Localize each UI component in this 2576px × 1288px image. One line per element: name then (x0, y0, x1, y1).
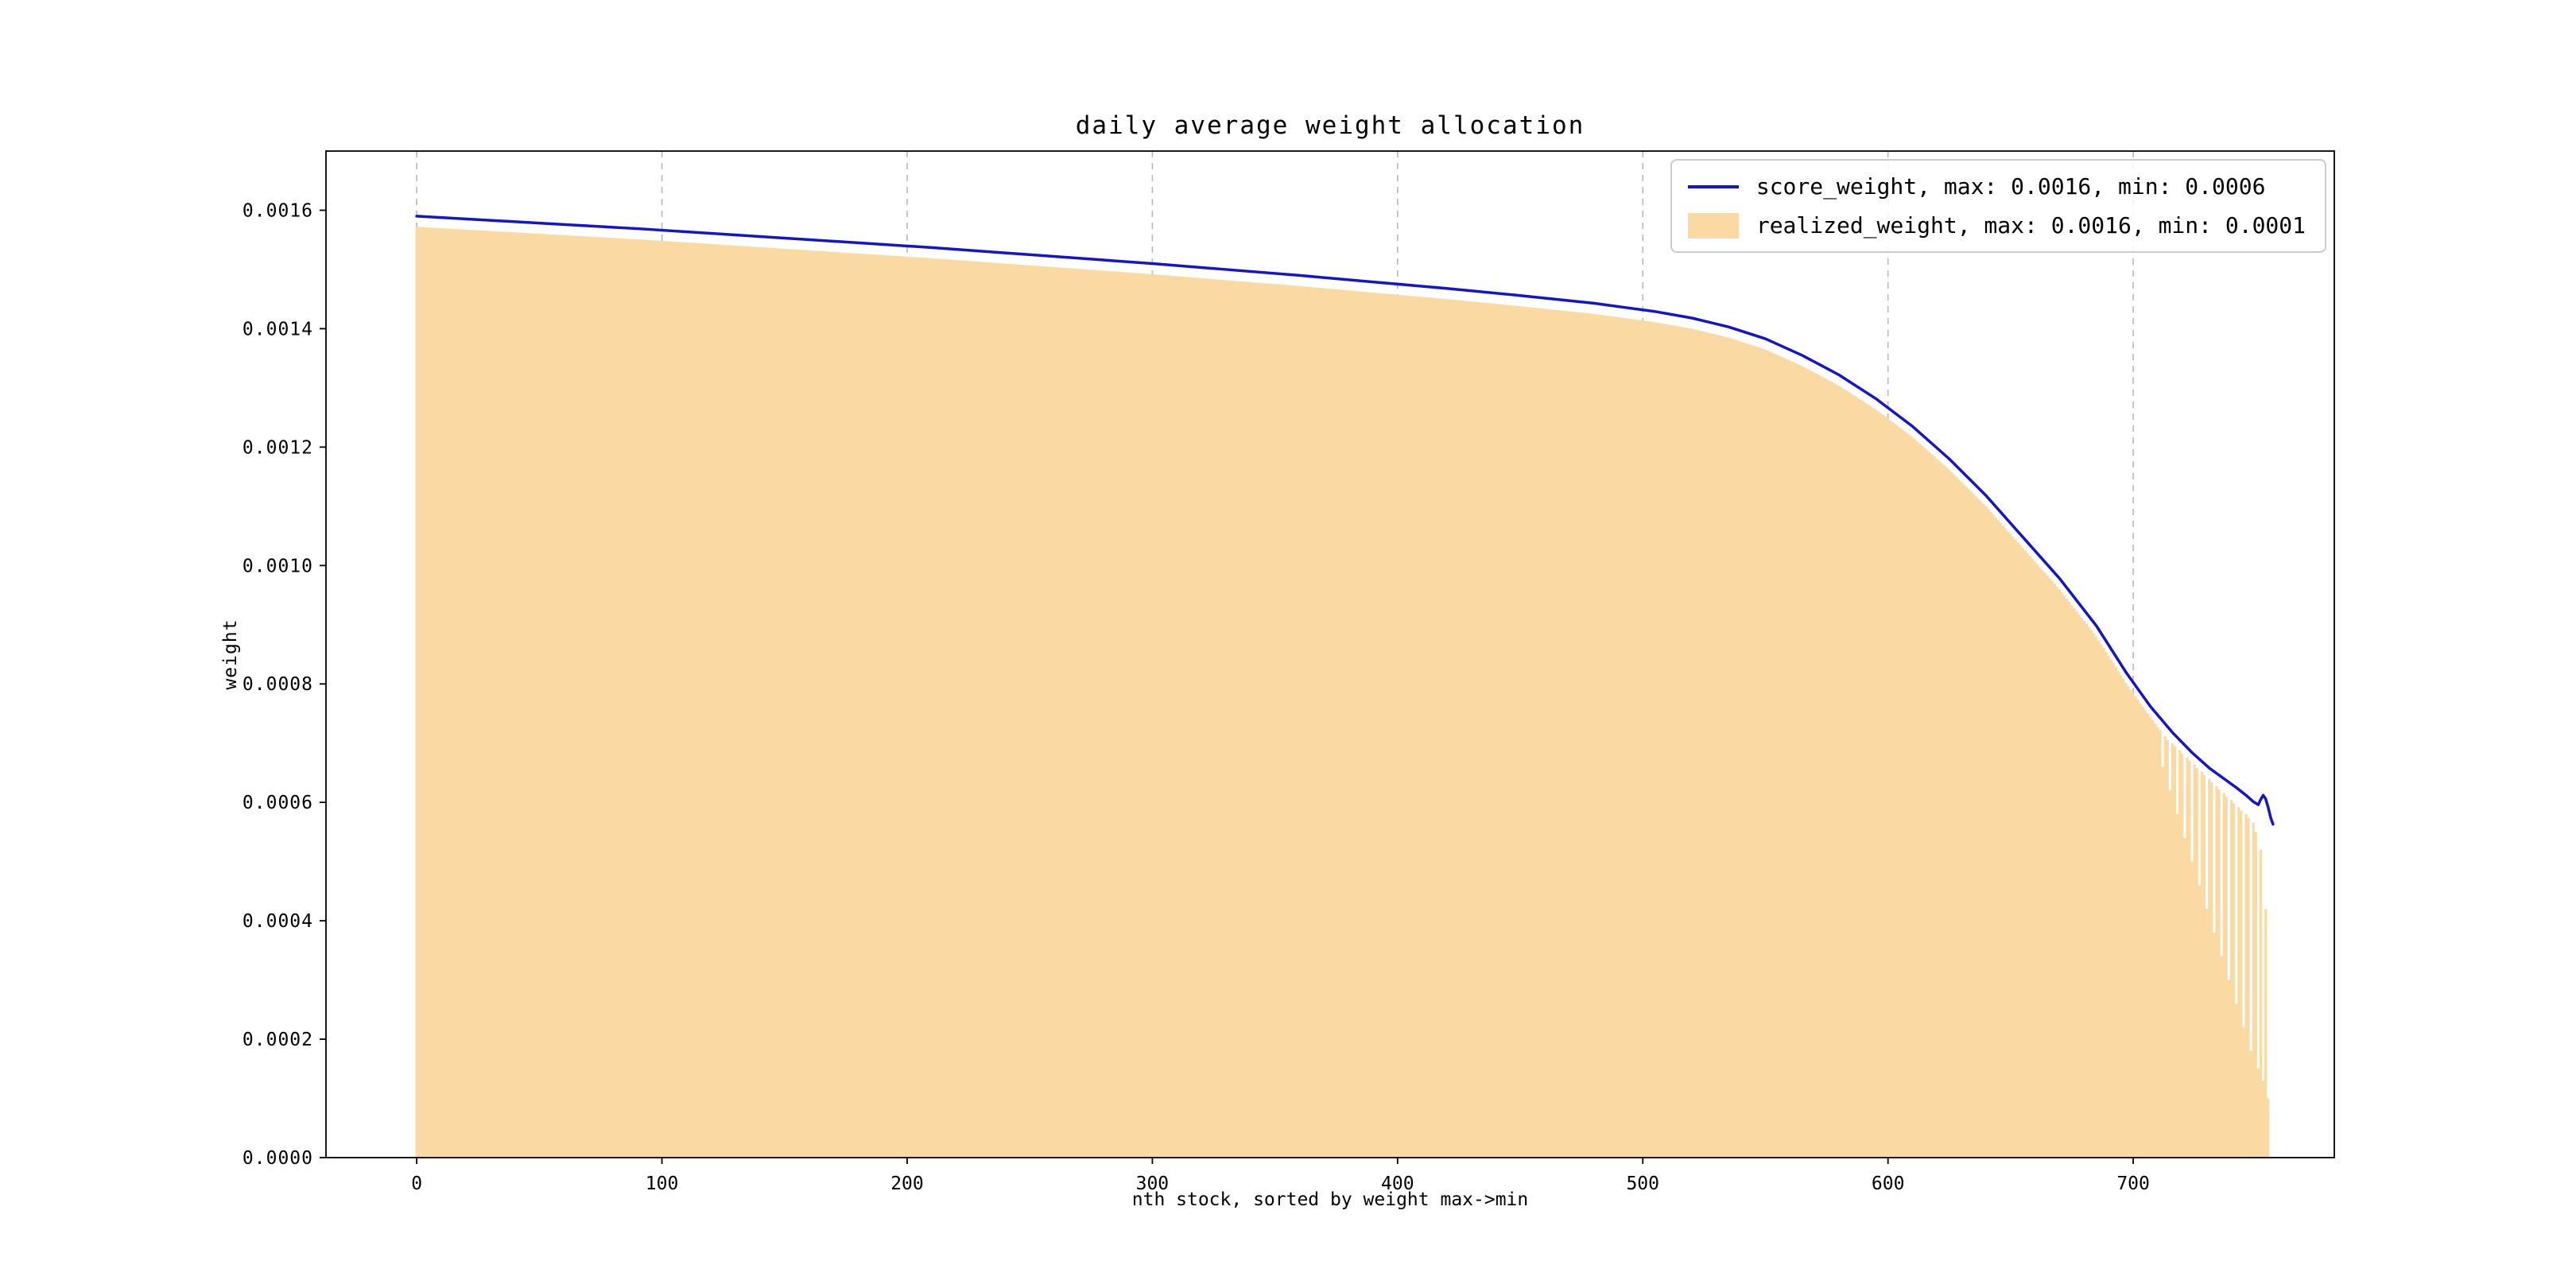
y-tick-label: 0.0012 (242, 437, 313, 458)
x-tick-label: 600 (1872, 1174, 1905, 1194)
legend-entry-realized-weight: realized_weight, max: 0.0016, min: 0.000… (1687, 212, 2306, 239)
legend-entry-score-weight: score_weight, max: 0.0016, min: 0.0006 (1687, 173, 2306, 200)
x-tick-label: 500 (1626, 1174, 1659, 1194)
score-weight-line (415, 215, 2275, 826)
y-tick-label: 0.0016 (242, 200, 313, 221)
y-axis-label: weight (220, 619, 241, 690)
y-tick-label: 0.0004 (242, 911, 313, 932)
legend-label-realized-weight: realized_weight, max: 0.0016, min: 0.000… (1755, 212, 2306, 239)
axes-box (325, 150, 2335, 1158)
y-tick-label: 0.0010 (242, 556, 313, 576)
x-axis-label: nth stock, sorted by weight max->min (1131, 1189, 1529, 1210)
x-tick-label: 700 (2116, 1174, 2150, 1194)
x-tick-label: 200 (890, 1174, 924, 1194)
y-tick-label: 0.0000 (242, 1148, 313, 1169)
x-tick-label: 0 (411, 1174, 422, 1194)
legend-line-sample-icon (1687, 184, 1739, 188)
legend-label-score-weight: score_weight, max: 0.0016, min: 0.0006 (1755, 173, 2266, 200)
x-tick-label: 400 (1381, 1174, 1414, 1194)
legend: score_weight, max: 0.0016, min: 0.0006 r… (1670, 159, 2326, 253)
realized-weight-area (415, 227, 2270, 1158)
x-tick-label: 300 (1136, 1174, 1170, 1194)
y-tick-label: 0.0014 (242, 319, 313, 339)
y-tick-label: 0.0002 (242, 1030, 313, 1050)
y-tick-label: 0.0008 (242, 674, 313, 695)
chart-title: daily average weight allocation (1075, 111, 1585, 140)
legend-area-sample-icon (1687, 212, 1739, 239)
x-tick-label: 100 (646, 1174, 679, 1194)
y-tick-label: 0.0006 (242, 793, 313, 813)
